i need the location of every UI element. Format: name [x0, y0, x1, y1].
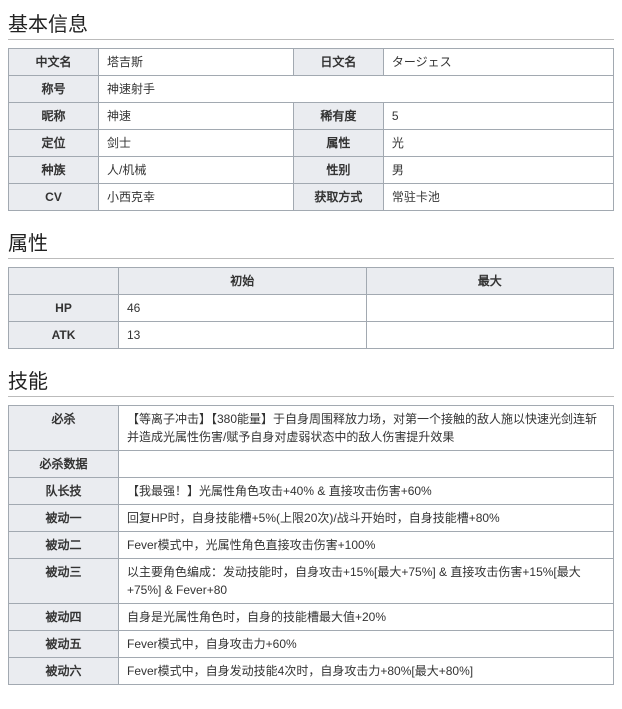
leader-label: 队长技	[9, 478, 119, 505]
table-row: 称号 神速射手	[9, 76, 614, 103]
table-row: HP 46	[9, 295, 614, 322]
section-basic: 基本信息 中文名 塔吉斯 日文名 タージェス 称号 神速射手 昵称 神速 稀有度…	[8, 8, 614, 211]
cv-label: CV	[9, 184, 99, 211]
race-label: 种族	[9, 157, 99, 184]
hp-initial: 46	[119, 295, 367, 322]
hp-label: HP	[9, 295, 119, 322]
rarity-value: 5	[383, 103, 613, 130]
hp-max	[366, 295, 614, 322]
table-row: 昵称 神速 稀有度 5	[9, 103, 614, 130]
gender-label: 性别	[293, 157, 383, 184]
section-basic-title: 基本信息	[8, 8, 614, 40]
section-stats: 属性 初始 最大 HP 46 ATK 13	[8, 227, 614, 349]
p3-label: 被动三	[9, 559, 119, 604]
section-stats-title: 属性	[8, 227, 614, 259]
p2-label: 被动二	[9, 532, 119, 559]
ultimate-data-label: 必杀数据	[9, 451, 119, 478]
table-row: 被动一 回复HP时，自身技能槽+5%(上限20次)/战斗开始时，自身技能槽+80…	[9, 505, 614, 532]
p1-label: 被动一	[9, 505, 119, 532]
table-row: 必杀 【等离子冲击】【380能量】于自身周围释放力场，对第一个接触的敌人施以快速…	[9, 406, 614, 451]
leader-value: 【我最强！】光属性角色攻击+40% & 直接攻击伤害+60%	[119, 478, 614, 505]
role-label: 定位	[9, 130, 99, 157]
p2-value: Fever模式中，光属性角色直接攻击伤害+100%	[119, 532, 614, 559]
p4-label: 被动四	[9, 604, 119, 631]
table-row: 中文名 塔吉斯 日文名 タージェス	[9, 49, 614, 76]
element-value: 光	[383, 130, 613, 157]
table-row: 被动二 Fever模式中，光属性角色直接攻击伤害+100%	[9, 532, 614, 559]
nickname-label: 昵称	[9, 103, 99, 130]
atk-max	[366, 322, 614, 349]
p6-value: Fever模式中，自身发动技能4次时，自身攻击力+80%[最大+80%]	[119, 658, 614, 685]
table-row: 被动三 以主要角色编成：发动技能时，自身攻击+15%[最大+75%] & 直接攻…	[9, 559, 614, 604]
table-row: 被动四 自身是光属性角色时，自身的技能槽最大值+20%	[9, 604, 614, 631]
table-row: 被动五 Fever模式中，自身攻击力+60%	[9, 631, 614, 658]
nickname-value: 神速	[99, 103, 294, 130]
p6-label: 被动六	[9, 658, 119, 685]
role-value: 剑士	[99, 130, 294, 157]
obtain-label: 获取方式	[293, 184, 383, 211]
basic-info-table: 中文名 塔吉斯 日文名 タージェス 称号 神速射手 昵称 神速 稀有度 5 定位…	[8, 48, 614, 211]
table-row: 必杀数据	[9, 451, 614, 478]
col-initial: 初始	[119, 268, 367, 295]
name-jp-label: 日文名	[293, 49, 383, 76]
table-row: 种族 人/机械 性别 男	[9, 157, 614, 184]
table-row: CV 小西克幸 获取方式 常驻卡池	[9, 184, 614, 211]
title-label: 称号	[9, 76, 99, 103]
table-row: 被动六 Fever模式中，自身发动技能4次时，自身攻击力+80%[最大+80%]	[9, 658, 614, 685]
p5-value: Fever模式中，自身攻击力+60%	[119, 631, 614, 658]
table-row: 队长技 【我最强！】光属性角色攻击+40% & 直接攻击伤害+60%	[9, 478, 614, 505]
skills-table: 必杀 【等离子冲击】【380能量】于自身周围释放力场，对第一个接触的敌人施以快速…	[8, 405, 614, 685]
section-skills-title: 技能	[8, 365, 614, 397]
stats-table: 初始 最大 HP 46 ATK 13	[8, 267, 614, 349]
element-label: 属性	[293, 130, 383, 157]
p3-value: 以主要角色编成：发动技能时，自身攻击+15%[最大+75%] & 直接攻击伤害+…	[119, 559, 614, 604]
title-value: 神速射手	[99, 76, 614, 103]
table-row: ATK 13	[9, 322, 614, 349]
p5-label: 被动五	[9, 631, 119, 658]
table-row: 初始 最大	[9, 268, 614, 295]
cv-value: 小西克幸	[99, 184, 294, 211]
table-row: 定位 剑士 属性 光	[9, 130, 614, 157]
name-jp-value: タージェス	[383, 49, 613, 76]
ultimate-label: 必杀	[9, 406, 119, 451]
ultimate-data-value	[119, 451, 614, 478]
section-skills: 技能 必杀 【等离子冲击】【380能量】于自身周围释放力场，对第一个接触的敌人施…	[8, 365, 614, 685]
name-zh-label: 中文名	[9, 49, 99, 76]
rarity-label: 稀有度	[293, 103, 383, 130]
ultimate-value: 【等离子冲击】【380能量】于自身周围释放力场，对第一个接触的敌人施以快速光剑连…	[119, 406, 614, 451]
race-value: 人/机械	[99, 157, 294, 184]
obtain-value: 常驻卡池	[383, 184, 613, 211]
atk-label: ATK	[9, 322, 119, 349]
name-zh-value: 塔吉斯	[99, 49, 294, 76]
gender-value: 男	[383, 157, 613, 184]
p4-value: 自身是光属性角色时，自身的技能槽最大值+20%	[119, 604, 614, 631]
stats-corner	[9, 268, 119, 295]
p1-value: 回复HP时，自身技能槽+5%(上限20次)/战斗开始时，自身技能槽+80%	[119, 505, 614, 532]
atk-initial: 13	[119, 322, 367, 349]
col-max: 最大	[366, 268, 614, 295]
